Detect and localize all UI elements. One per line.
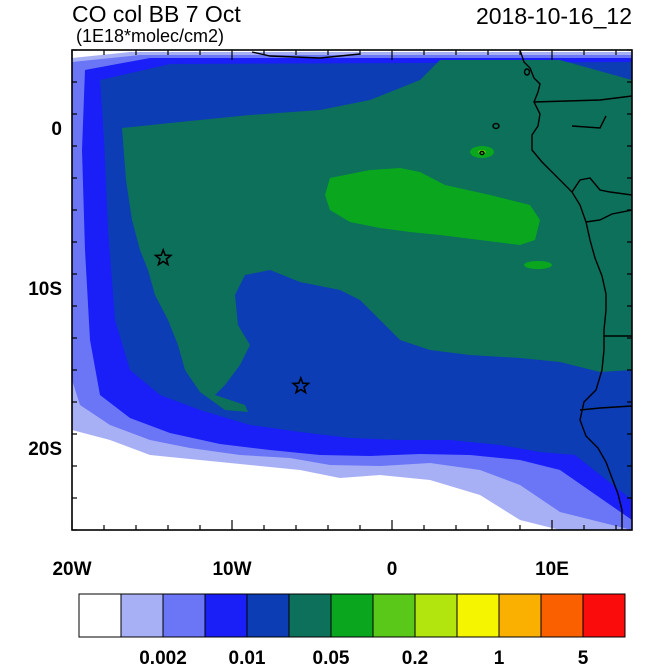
units-label: (1E18*molec/cm2) [76,26,225,46]
contour-level-5 [122,60,632,412]
border-line [585,209,632,223]
colorbar-swatch [78,593,122,638]
colorbar-swatch [120,593,164,638]
colorbar [78,593,626,638]
colorbar-swatch [498,593,542,638]
colorbar-label: 0.002 [139,648,187,669]
star-markers [153,247,311,395]
colorbar-swatch [246,593,290,638]
datetime-label: 2018-10-16_12 [475,3,632,29]
x-tick-label: 10W [212,559,252,580]
x-tick-label: 10E [535,559,569,580]
africa-coastline [519,50,623,530]
colorbar-swatch [204,593,248,638]
border-line [579,405,632,411]
colorbar-label: 0.2 [401,648,429,669]
star-marker [153,247,173,267]
colorbar-label: 0.01 [228,648,266,669]
border-line [251,51,361,59]
island-outline [479,150,485,156]
y-tick-label: 20S [28,439,62,460]
colorbar-swatch [372,593,416,638]
colorbar-label: 0.05 [312,648,350,669]
island-outline [492,122,500,130]
border-line [571,177,632,196]
contour-level-6 [325,168,540,245]
border-line [571,115,607,129]
y-tick-label: 0 [51,119,62,140]
colorbar-swatch [330,593,374,638]
island-outline [523,68,531,76]
colorbar-swatch [540,593,584,638]
colorbar-swatch [414,593,458,638]
tick-marks [71,49,632,531]
x-tick-label: 0 [386,559,398,580]
y-tick-label: 10S [28,279,62,300]
colorbar-swatch [162,593,206,638]
co-field [72,50,632,530]
colorbar-swatch [582,593,626,638]
colorbar-swatch [288,593,332,638]
coastline [251,50,632,530]
x-tick-label: 20W [52,559,92,580]
colorbar-swatch [456,593,500,638]
colorbar-label: 1 [493,648,505,669]
star-marker [291,375,311,395]
contour-level-7-spot [524,261,552,269]
plot-frame [71,49,633,531]
colorbar-label: 5 [577,648,589,669]
border-line [533,95,632,103]
map-title: CO col BB 7 Oct [72,1,241,27]
